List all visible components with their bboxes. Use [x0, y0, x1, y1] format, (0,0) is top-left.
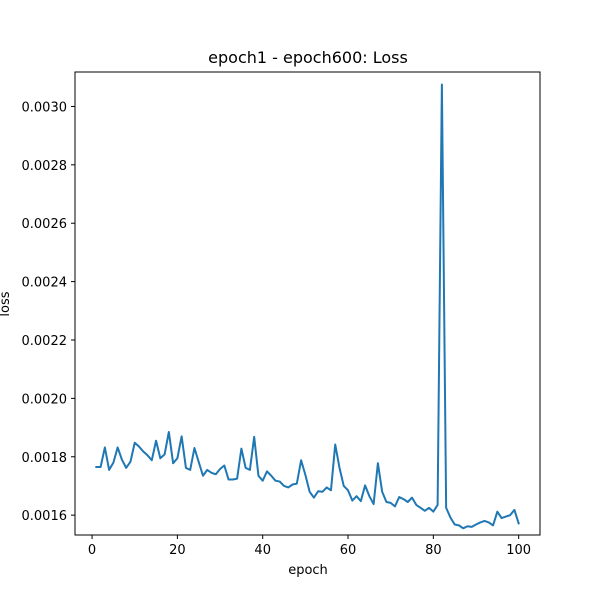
plot-area — [74, 71, 541, 536]
y-tick-label: 0.0024 — [22, 276, 68, 291]
series-line-0 — [95, 83, 520, 530]
x-tick-label: 60 — [340, 543, 357, 558]
y-axis-ticks: 0.0016 0.0018 0.0020 0.0022 0.0024 0.0026 0.00… — [22, 100, 75, 524]
y-tick-label: 0.0028 — [22, 159, 68, 174]
y-tick-label: 0.0016 — [22, 509, 68, 524]
y-tick-label: 0.0020 — [22, 392, 68, 407]
y-axis-label: loss — [0, 291, 13, 316]
plot-frame — [74, 71, 541, 536]
x-tick-label: 20 — [169, 543, 186, 558]
x-tick-label: 0 — [88, 543, 96, 558]
x-tick-label: 80 — [425, 543, 442, 558]
x-axis-label: epoch — [288, 563, 328, 578]
y-tick-label: 0.0018 — [22, 451, 68, 466]
chart-title: epoch1 - epoch600: Loss — [208, 48, 408, 67]
x-tick-label: 100 — [506, 543, 531, 558]
y-tick-label: 0.0026 — [22, 217, 68, 232]
x-axis-ticks: 0 20 40 60 80 100 — [88, 535, 531, 558]
y-tick-label: 0.0030 — [22, 100, 68, 115]
x-tick-label: 40 — [254, 543, 271, 558]
y-tick-label: 0.0022 — [22, 334, 68, 349]
